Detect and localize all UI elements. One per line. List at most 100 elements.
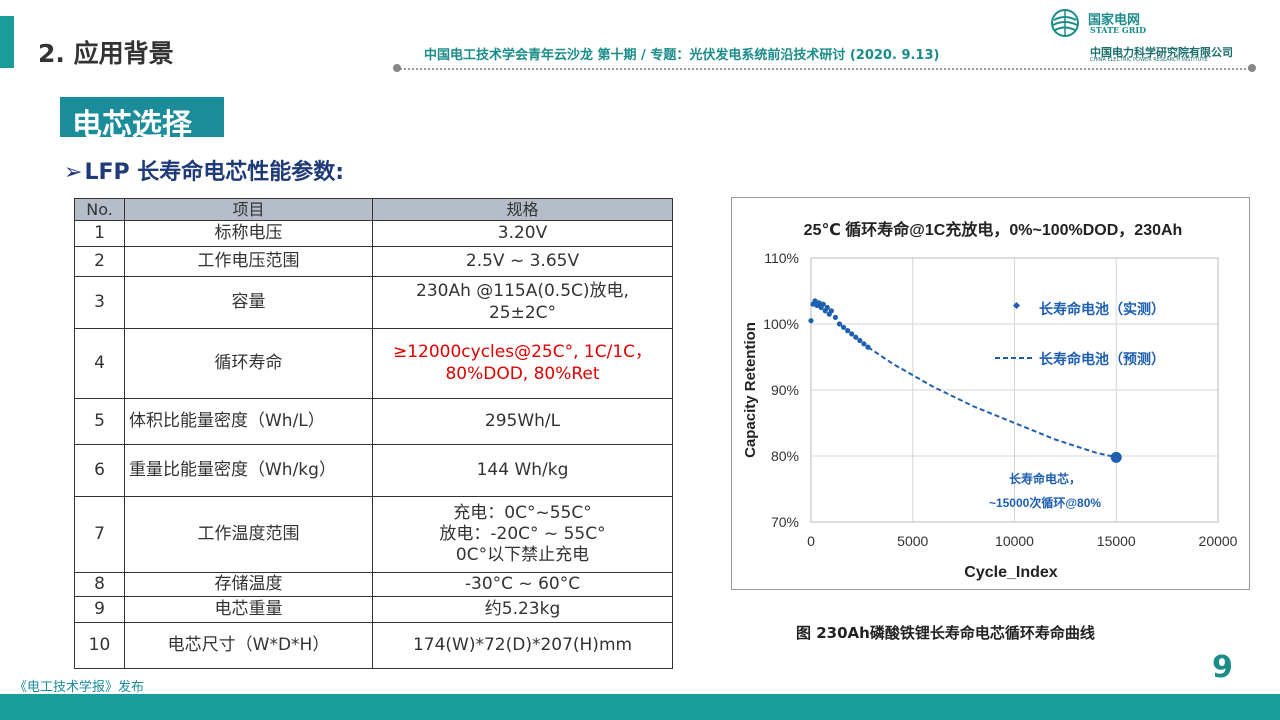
bullet-line: ➢LFP 长寿命电芯性能参数: — [64, 154, 344, 186]
plot-area-border — [810, 257, 1219, 523]
table-row: 4 循环寿命 ≥12000cycles@25C°, 1C/1C， 80%DOD, … — [74, 328, 673, 399]
row-spec: 174(W)*72(D)*207(H)mm — [372, 622, 673, 669]
data-point — [832, 314, 839, 320]
annotation-line-1: 长寿命电芯， — [1009, 471, 1081, 486]
divider-dot-right — [1248, 64, 1256, 72]
data-point — [861, 341, 867, 347]
series-measured — [808, 298, 871, 350]
data-point — [820, 301, 826, 307]
row-spec: 充电：0C°~55C° 放电：-20C° ~ 55C° 0C°以下禁止充电 — [372, 496, 673, 573]
y-tick-label: 70% — [771, 514, 799, 530]
data-point — [836, 321, 843, 327]
table-row: 10 电芯尺寸（W*D*H） 174(W)*72(D)*207(H)mm — [74, 622, 673, 669]
legend-label-predicted: 长寿命电池（预测） — [1039, 351, 1165, 367]
data-point — [853, 334, 859, 340]
y-tick-label: 100% — [763, 316, 799, 332]
row-no: 5 — [74, 398, 125, 445]
row-no: 3 — [74, 276, 125, 329]
x-tick-label: 5000 — [897, 533, 928, 549]
sub-heading-background — [60, 97, 224, 137]
row-no: 1 — [74, 220, 125, 247]
data-point — [840, 324, 847, 330]
section-title: 2. 应用背景 — [38, 39, 174, 68]
x-tick-label: 10000 — [995, 533, 1034, 549]
row-item: 体积比能量密度（Wh/L） — [124, 398, 373, 445]
annotation-line-2: ~15000次循环@80% — [989, 495, 1101, 510]
page-number: 9 — [1212, 650, 1233, 685]
row-no: 9 — [74, 596, 125, 623]
table-row: 3 容量 230Ah @115A(0.5C)放电, 25±2C° — [74, 276, 673, 329]
data-point — [808, 318, 814, 324]
table-row: 6 重量比能量密度（Wh/kg） 144 Wh/kg — [74, 444, 673, 497]
table-row: 8 存储温度 -30°C ~ 60°C — [74, 572, 673, 597]
row-no: 8 — [74, 572, 125, 597]
chart-frame — [731, 197, 1250, 590]
x-tick-labels: 0 5000 10000 15000 20000 — [807, 533, 1238, 549]
row-item: 电芯重量 — [124, 596, 373, 623]
data-point — [824, 304, 830, 311]
row-no: 6 — [74, 444, 125, 497]
divider-dot-left — [393, 64, 401, 72]
row-spec: 230Ah @115A(0.5C)放电, 25±2C° — [372, 276, 673, 329]
row-no: 4 — [74, 328, 125, 399]
logo-text-cn: 国家电网 — [1088, 13, 1141, 28]
x-tick-label: 20000 — [1199, 533, 1238, 549]
legend-marker-measured — [1012, 301, 1021, 310]
row-spec: 3.20V — [372, 220, 673, 247]
row-item: 循环寿命 — [124, 328, 373, 399]
row-no: 7 — [74, 496, 125, 573]
left-accent-bar — [0, 16, 14, 68]
row-spec: 295Wh/L — [372, 398, 673, 445]
data-point — [845, 328, 851, 334]
table-header-row: No. 项目 规格 — [74, 198, 673, 221]
endpoint-marker — [1110, 451, 1122, 463]
row-item: 存储温度 — [124, 572, 373, 597]
header-divider — [396, 68, 1254, 70]
row-item: 工作电压范围 — [124, 246, 373, 277]
footer-bar — [0, 694, 1280, 720]
data-point — [849, 331, 855, 337]
table-row: 2 工作电压范围 2.5V ~ 3.65V — [74, 246, 673, 277]
row-spec: 约5.23kg — [372, 596, 673, 623]
cycle-life-chart: 25℃ 循环寿命@1C充放电，0%~100%DOD，230Ah 70% 80% 90… — [742, 220, 1238, 581]
row-spec: -30°C ~ 60°C — [372, 572, 673, 597]
row-item: 标称电压 — [124, 220, 373, 247]
conference-header: 中国电工技术学会青年云沙龙 第十期 / 专题：光伏发电系统前沿技术研讨 (202… — [424, 48, 940, 63]
logo-text-en: STATE GRID — [1090, 25, 1147, 35]
header-spec: 规格 — [372, 198, 673, 221]
spec-table: No. 项目 规格 1 标称电压 3.20V 2 工作电压范围 2.5V ~ 3… — [74, 198, 673, 669]
y-tick-label: 90% — [771, 382, 799, 398]
row-spec: 144 Wh/kg — [372, 444, 673, 497]
row-no: 10 — [74, 622, 125, 669]
row-spec: 2.5V ~ 3.65V — [372, 246, 673, 277]
chart-legend: 长寿命电池（实测） 长寿命电池（预测） — [995, 301, 1165, 367]
row-item: 工作温度范围 — [124, 496, 373, 573]
data-point — [816, 300, 822, 306]
header-no: No. — [74, 198, 125, 221]
y-tick-label: 80% — [771, 448, 799, 464]
x-axis-label: Cycle_Index — [964, 564, 1057, 581]
state-grid-logo-icon — [1051, 9, 1079, 37]
institute-name-en: CHINA ELECTRIC POWER RESEARCH INSTITUTE — [1090, 57, 1208, 63]
table-row: 7 工作温度范围 充电：0C°~55C° 放电：-20C° ~ 55C° 0C°以下… — [74, 496, 673, 573]
publisher-note: 《电工技术学报》发布 — [14, 680, 145, 695]
legend-label-measured: 长寿命电池（实测） — [1039, 301, 1165, 317]
y-axis-label: Capacity Retention — [742, 322, 759, 458]
table-row: 9 电芯重量 约5.23kg — [74, 596, 673, 623]
x-tick-label: 0 — [807, 533, 815, 549]
row-item: 容量 — [124, 276, 373, 329]
data-point — [812, 298, 818, 304]
data-point — [857, 337, 863, 344]
institute-name-cn: 中国电力科学研究院有限公司 — [1090, 46, 1233, 59]
x-tick-label: 15000 — [1097, 533, 1136, 549]
data-point — [828, 308, 834, 314]
header-item: 项目 — [124, 198, 373, 221]
row-no: 2 — [74, 246, 125, 277]
row-item: 电芯尺寸（W*D*H） — [124, 622, 373, 669]
table-row: 5 体积比能量密度（Wh/L） 295Wh/L — [74, 398, 673, 445]
y-tick-label: 110% — [764, 250, 799, 266]
y-tick-labels: 70% 80% 90% 100% 110% — [763, 250, 799, 530]
chart-title: 25℃ 循环寿命@1C充放电，0%~100%DOD，230Ah — [804, 220, 1183, 239]
arrow-bullet-icon: ➢ — [64, 160, 83, 185]
sub-heading: 电芯选择 — [72, 108, 192, 143]
